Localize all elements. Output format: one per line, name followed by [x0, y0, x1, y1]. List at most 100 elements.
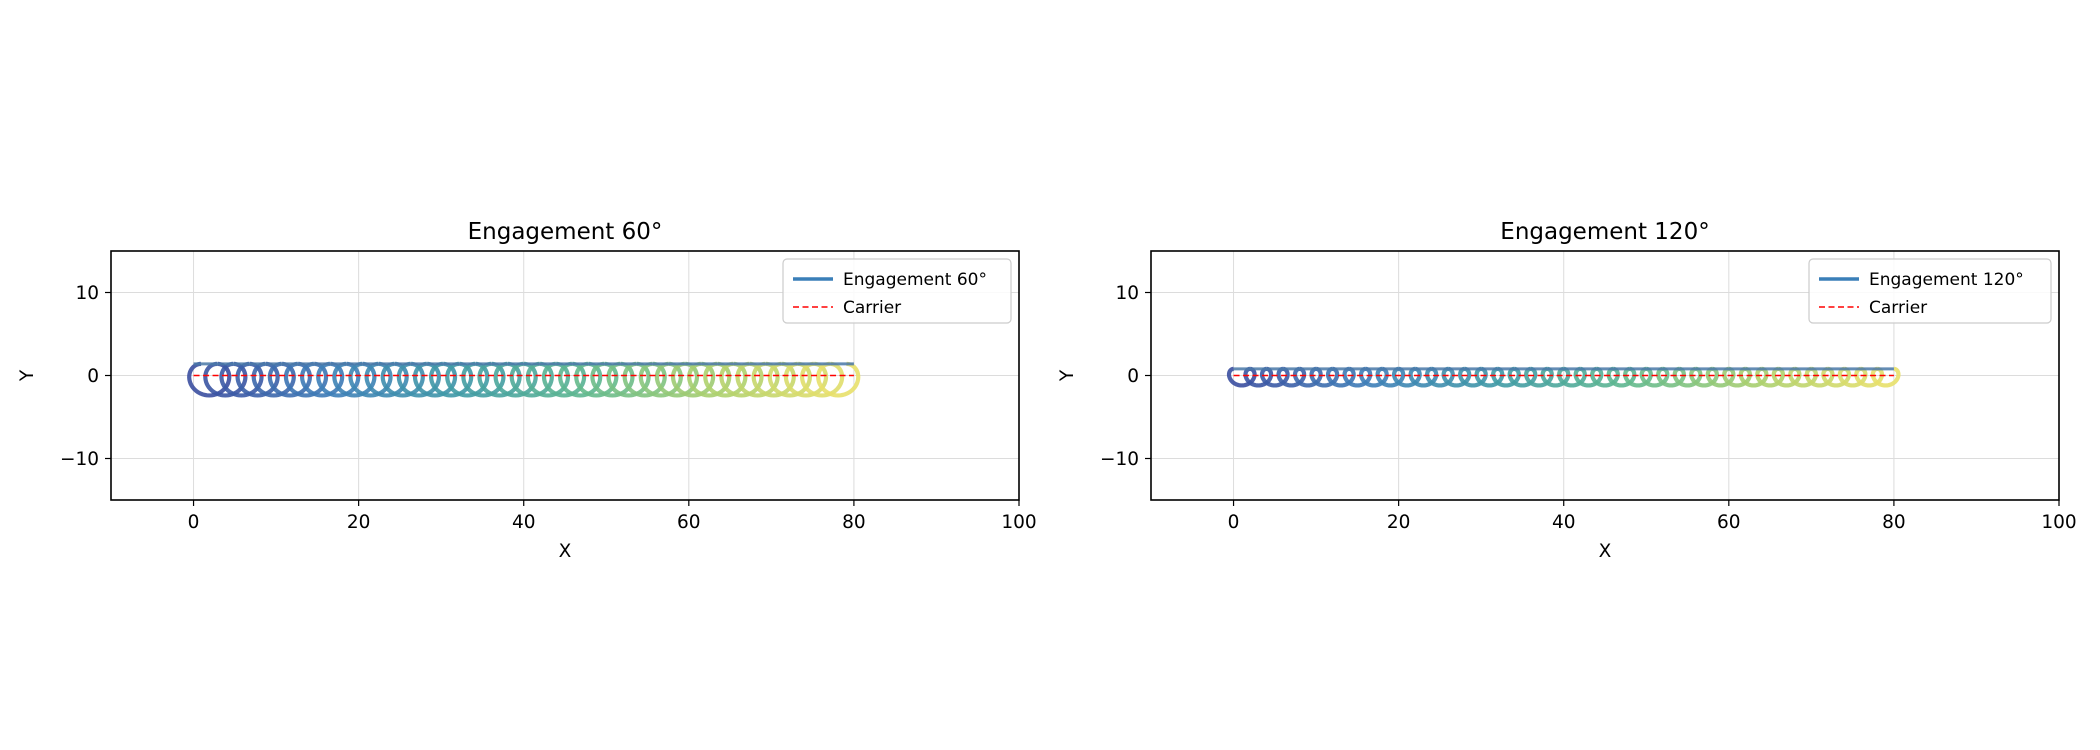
trochoid-loop [719, 361, 764, 398]
trochoid-loop [541, 361, 587, 398]
trochoid-loop [1425, 366, 1455, 388]
y-tick-label: 10 [1115, 283, 1139, 304]
trochoid-loop [1870, 366, 1901, 388]
trochoid-loop [493, 361, 538, 398]
x-tick-label: 0 [188, 512, 200, 533]
trochoid-loop [267, 361, 312, 398]
trochoid-loop [316, 361, 361, 398]
trochoid-loop [348, 361, 393, 398]
trochoid-loop [412, 361, 458, 398]
y-tick-label: 0 [1127, 366, 1139, 387]
trochoid-loop [654, 361, 700, 398]
trochoid-loop [364, 361, 409, 398]
y-axis-label: Y [17, 369, 38, 382]
trochoid-loop [1689, 366, 1719, 388]
trochoid-loop [1507, 366, 1538, 388]
trochoid-loop [1524, 366, 1554, 388]
trochoid-loop [783, 361, 829, 398]
trochoid-loop [1491, 366, 1521, 388]
trochoid-loop [1358, 366, 1389, 388]
trochoid-loop [332, 361, 377, 398]
x-tick-label: 80 [842, 512, 866, 533]
trochoid-loop [1854, 366, 1885, 388]
trochoid-loop [687, 361, 732, 398]
legend-label: Engagement 60° [843, 270, 987, 290]
trochoid-loop [703, 361, 748, 398]
trochoid-loop [1441, 366, 1472, 388]
plot-area [1226, 366, 1901, 388]
y-tick-label: −10 [1100, 449, 1139, 470]
trochoid-loop [1243, 366, 1274, 388]
trochoid-loop [1837, 366, 1868, 388]
trochoid-loop [1458, 366, 1488, 388]
trochoid-loop [638, 361, 683, 398]
y-tick-label: −10 [60, 449, 99, 470]
y-tick-label: 0 [87, 366, 99, 387]
trochoid-loop [1573, 366, 1604, 388]
trochoid-loop [396, 361, 442, 398]
trochoid-loop [670, 361, 716, 398]
trochoid-loop [1722, 366, 1752, 388]
x-tick-label: 40 [512, 512, 536, 533]
x-tick-label: 80 [1882, 512, 1906, 533]
trochoid-loop [622, 361, 667, 398]
trochoid-loop [283, 361, 329, 398]
y-tick-label: 10 [75, 283, 99, 304]
trochoid-loop [1292, 366, 1323, 388]
trochoid-loop [219, 361, 264, 398]
chart-title: Engagement 60° [468, 219, 663, 245]
trochoid-loop [574, 361, 619, 398]
y-axis-label: Y [1057, 369, 1078, 382]
trochoid-loop [1606, 366, 1637, 388]
trochoid-loop [606, 361, 651, 398]
trochoid-loop [1557, 366, 1587, 388]
x-tick-label: 40 [1552, 512, 1576, 533]
trochoid-loop [509, 361, 554, 398]
plot-area [187, 361, 861, 398]
trochoid-loop [1656, 366, 1686, 388]
trochoid-loop [380, 361, 425, 398]
trochoid-loop [1375, 366, 1406, 388]
x-axis-label: X [559, 541, 572, 562]
x-tick-label: 60 [1717, 512, 1741, 533]
x-tick-label: 0 [1228, 512, 1240, 533]
trochoid-loop [767, 361, 812, 398]
x-tick-label: 100 [1001, 512, 1036, 533]
trochoid-loop [1672, 366, 1703, 388]
trochoid-loop [1259, 366, 1290, 388]
trochoid-loop [251, 361, 296, 398]
trochoid-loop [235, 361, 280, 398]
trochoid-loop [558, 361, 603, 398]
x-tick-label: 100 [2041, 512, 2076, 533]
trochoid-loop [461, 361, 506, 398]
trochoid-loop [1590, 366, 1620, 388]
trochoid-loop [1755, 366, 1785, 388]
trochoid-loop [1639, 366, 1670, 388]
trochoid-loop [1804, 366, 1835, 388]
trochoid-loop [1325, 366, 1356, 388]
trochoid-loop [1226, 366, 1257, 388]
trochoid-loop [1821, 366, 1852, 388]
trochoid-loop [1705, 366, 1736, 388]
trochoid-loop [1474, 366, 1505, 388]
trochoid-loop [1408, 366, 1439, 388]
x-tick-label: 20 [1387, 512, 1411, 533]
legend: Engagement 60° Carrier [782, 258, 1012, 324]
trochoid-loop [429, 361, 474, 398]
chart-title: Engagement 120° [1500, 219, 1709, 245]
trochoid-loop [187, 361, 232, 398]
trochoid-loop [735, 361, 780, 398]
trochoid-loop [1540, 366, 1571, 388]
trochoid-loop [525, 361, 571, 398]
x-tick-label: 20 [347, 512, 371, 533]
legend-label: Carrier [1869, 298, 1927, 318]
trochoid-loop [816, 361, 861, 398]
legend-label: Carrier [843, 298, 901, 318]
trochoid-loop [590, 361, 635, 398]
trochoid-loop [300, 361, 345, 398]
x-axis-label: X [1599, 541, 1612, 562]
trochoid-loop [445, 361, 490, 398]
